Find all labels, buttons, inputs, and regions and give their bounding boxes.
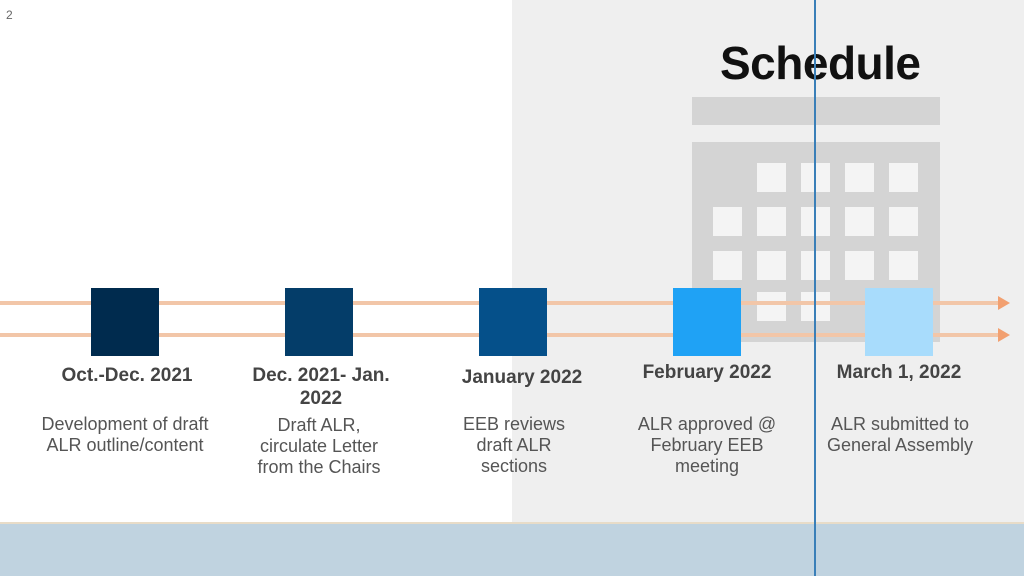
calendar-cell xyxy=(889,207,918,236)
milestone-description-1: Development of draft ALR outline/content xyxy=(41,414,209,455)
milestone-date-2: Dec. 2021- Jan. 2022 xyxy=(252,365,390,409)
calendar-cell xyxy=(757,251,786,280)
milestone-marker-5 xyxy=(865,288,933,356)
vertical-divider xyxy=(814,0,816,576)
milestone-marker-1 xyxy=(91,288,159,356)
calendar-cell xyxy=(713,251,742,280)
calendar-header-bar xyxy=(692,97,940,125)
calendar-cell xyxy=(757,207,786,236)
footer-band xyxy=(0,524,1024,576)
footer-divider xyxy=(0,522,1024,525)
milestone-date-3: January 2022 xyxy=(461,367,583,388)
milestone-date-5: March 1, 2022 xyxy=(836,362,962,383)
milestone-description-3: EEB reviews draft ALR sections xyxy=(462,414,566,476)
calendar-cell xyxy=(713,207,742,236)
calendar-cell xyxy=(889,251,918,280)
milestone-marker-3 xyxy=(479,288,547,356)
calendar-cell xyxy=(889,163,918,192)
milestone-date-1: Oct.-Dec. 2021 xyxy=(61,365,193,386)
milestone-description-4: ALR approved @ February EEB meeting xyxy=(637,414,777,476)
calendar-cell xyxy=(845,207,874,236)
page-number: 2 xyxy=(6,8,13,22)
calendar-cell xyxy=(757,163,786,192)
page-title: Schedule xyxy=(720,37,921,89)
calendar-cell xyxy=(845,163,874,192)
milestone-marker-2 xyxy=(285,288,353,356)
calendar-icon xyxy=(692,97,940,342)
milestone-marker-4 xyxy=(673,288,741,356)
milestone-description-2: Draft ALR, circulate Letter from the Cha… xyxy=(257,415,381,477)
milestone-date-4: February 2022 xyxy=(642,362,772,383)
calendar-cell xyxy=(757,292,786,321)
calendar-cell xyxy=(845,251,874,280)
milestone-description-5: ALR submitted to General Assembly xyxy=(826,414,974,455)
